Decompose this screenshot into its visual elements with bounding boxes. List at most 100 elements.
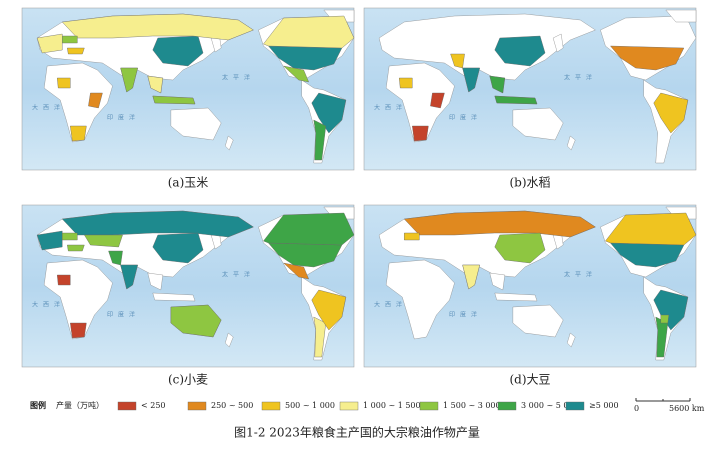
legend-unit: 产量（万吨） <box>56 400 104 410</box>
legend-swatch <box>187 401 207 411</box>
landmass <box>224 135 234 151</box>
country <box>170 304 222 338</box>
country <box>450 53 465 69</box>
ocean-label: 大西洋 <box>32 301 65 309</box>
landmass <box>152 292 196 302</box>
country <box>403 210 596 238</box>
map-caption: (c)小麦 <box>168 373 208 387</box>
country <box>61 13 254 41</box>
ocean-label: 太平洋 <box>222 74 255 82</box>
country <box>282 65 310 83</box>
country <box>67 244 85 252</box>
ocean-label: 印度洋 <box>107 311 140 319</box>
country <box>120 67 138 93</box>
country <box>462 67 480 93</box>
country <box>653 289 689 331</box>
country <box>88 92 103 109</box>
legend-swatch <box>419 401 439 411</box>
landmass <box>665 9 697 23</box>
legend: 图例 产量（万吨） 0 5600 km < 250 250 ~ 500 500 ~ … <box>30 398 705 413</box>
legend-title: 图例 <box>30 400 46 410</box>
country <box>605 212 697 246</box>
landmass <box>489 272 506 291</box>
land <box>378 9 697 164</box>
country <box>263 212 355 246</box>
country <box>610 45 685 71</box>
landmass <box>566 332 576 348</box>
country <box>84 234 123 248</box>
country <box>147 75 164 94</box>
country <box>152 95 196 105</box>
legend-swatch <box>339 401 359 411</box>
scale-start: 0 <box>634 404 639 413</box>
country <box>56 77 71 89</box>
ocean-label: 印度洋 <box>449 114 482 122</box>
country <box>404 232 420 241</box>
ocean-label: 印度洋 <box>449 311 482 319</box>
country <box>462 264 480 290</box>
scale-end: 5600 km <box>669 404 705 413</box>
legend-label: 3 000 ~ 5 000 <box>521 401 579 410</box>
country <box>311 92 347 134</box>
landmass <box>378 13 596 81</box>
ocean-label: 太平洋 <box>564 74 597 82</box>
ocean-label: 印度洋 <box>107 114 140 122</box>
landmass <box>566 135 576 151</box>
country <box>108 250 123 266</box>
country <box>282 262 310 280</box>
legend-label: 1 500 ~ 3 000 <box>443 401 501 410</box>
country <box>36 33 63 54</box>
landmass <box>512 304 564 338</box>
landmass <box>224 332 234 348</box>
landmass <box>385 259 455 340</box>
country <box>152 232 204 264</box>
ocean-label: 太平洋 <box>222 271 255 279</box>
legend-label: 250 ~ 500 <box>211 401 253 410</box>
country <box>62 232 78 241</box>
landmass <box>170 107 222 141</box>
country <box>70 125 87 142</box>
map-caption: (b)水稻 <box>509 176 550 190</box>
land <box>36 206 355 361</box>
land <box>378 206 697 361</box>
ocean-label: 大西洋 <box>374 301 407 309</box>
country <box>311 289 347 331</box>
country <box>494 35 546 67</box>
country <box>313 119 327 161</box>
ocean-label: 大西洋 <box>374 104 407 112</box>
figure-caption: 图1-2 2023年粮食主产国的大宗粮油作物产量 <box>234 425 480 440</box>
country <box>36 230 63 251</box>
legend-label: ≥5 000 <box>589 401 619 410</box>
legend-swatch <box>497 401 517 411</box>
ocean-label: 大西洋 <box>32 104 65 112</box>
legend-swatch <box>565 401 585 411</box>
country <box>430 92 445 109</box>
country <box>660 314 670 324</box>
map-caption: (d)大豆 <box>509 373 550 387</box>
ocean-label: 太平洋 <box>564 271 597 279</box>
legend-label: < 250 <box>141 401 166 410</box>
legend-swatch <box>261 401 281 411</box>
country <box>489 75 506 94</box>
country <box>67 47 85 55</box>
legend-label: 1 000 ~ 1 500 <box>363 401 421 410</box>
country <box>494 95 538 105</box>
country <box>653 92 689 134</box>
map-caption: (a)玉米 <box>168 176 209 190</box>
landmass <box>552 33 564 53</box>
country <box>70 322 87 339</box>
country <box>263 15 355 49</box>
country <box>494 232 546 264</box>
country <box>56 274 71 286</box>
country <box>412 125 429 142</box>
country <box>120 264 138 290</box>
landmass <box>512 107 564 141</box>
land <box>36 9 355 164</box>
country <box>62 35 78 44</box>
legend-swatch <box>117 401 137 411</box>
